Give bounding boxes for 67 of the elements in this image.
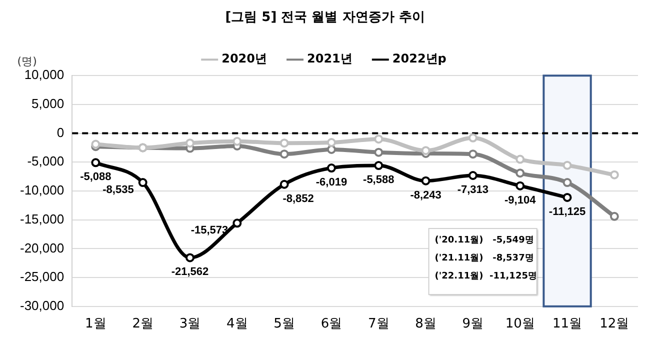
data-label: -7,313 [457,184,489,196]
data-label: -11,125 [548,206,586,218]
point [374,148,384,157]
point [562,192,572,202]
point [610,212,619,221]
point [374,161,384,170]
point [516,168,525,178]
legend-label: 2020년 [222,52,268,66]
annotation: ('21.11월) -8,537명 [434,253,534,264]
y-tick-label: -5,000 [27,154,64,169]
point [91,140,100,149]
y-tick-label: 0 [56,124,64,140]
y-tick-label: -10,000 [20,182,64,198]
y-tick-label: -15,000 [20,211,64,226]
data-label: -9,104 [504,194,537,206]
point [280,150,289,159]
data-label: -5,088 [80,171,112,184]
x-tick-label: 6월 [320,316,342,332]
point [421,176,430,186]
x-tick-label: 3월 [179,316,201,332]
point [516,181,525,190]
x-tick-label: 7월 [368,316,390,332]
point [280,180,289,189]
x-tick-label: 12월 [600,316,630,332]
x-tick-label: 11월 [552,316,582,332]
point [185,138,194,148]
point [326,164,336,173]
point [468,170,478,180]
y-axis-title: (명) [17,54,37,68]
point [610,170,619,180]
point [280,138,289,148]
point [232,136,242,146]
x-tick-label: 4월 [226,316,248,332]
point [138,178,148,188]
y-tick-label: 10,000 [24,67,64,82]
x-tick-label: 10월 [505,316,535,332]
data-label: -6,019 [316,176,348,189]
legend-label: 2021년 [307,52,352,66]
point [468,133,478,142]
x-tick-label: 9월 [462,316,484,332]
point [326,138,336,148]
point [91,158,100,168]
data-label: -21,562 [171,266,209,278]
point [562,160,572,170]
point [516,154,525,164]
data-label: -5,588 [363,174,394,186]
annotation: ('22.11월) -11,125명 [434,271,537,282]
chart-title: [그림 5] 전국 월별 자연증가 추이 [225,10,425,26]
point [468,150,478,159]
legend-label: 2022년p [392,52,447,66]
point [185,253,194,262]
point [232,218,242,228]
y-tick-label: 5,000 [32,96,64,112]
annotation: ('20.11월) -5,549명 [434,235,534,246]
x-tick-label: 2월 [132,316,154,332]
x-tick-label: 8월 [415,316,436,332]
point [421,146,430,156]
point [374,134,384,144]
point [562,178,572,188]
y-tick-label: -25,000 [20,269,64,284]
x-tick-label: 5월 [274,316,295,332]
data-label: -8,535 [102,184,134,196]
y-tick-label: -30,000 [20,298,64,313]
data-label: -8,243 [410,189,442,202]
y-tick-label: -20,000 [20,240,64,256]
data-label: -8,852 [282,192,314,205]
x-tick-label: 1월 [85,316,106,332]
